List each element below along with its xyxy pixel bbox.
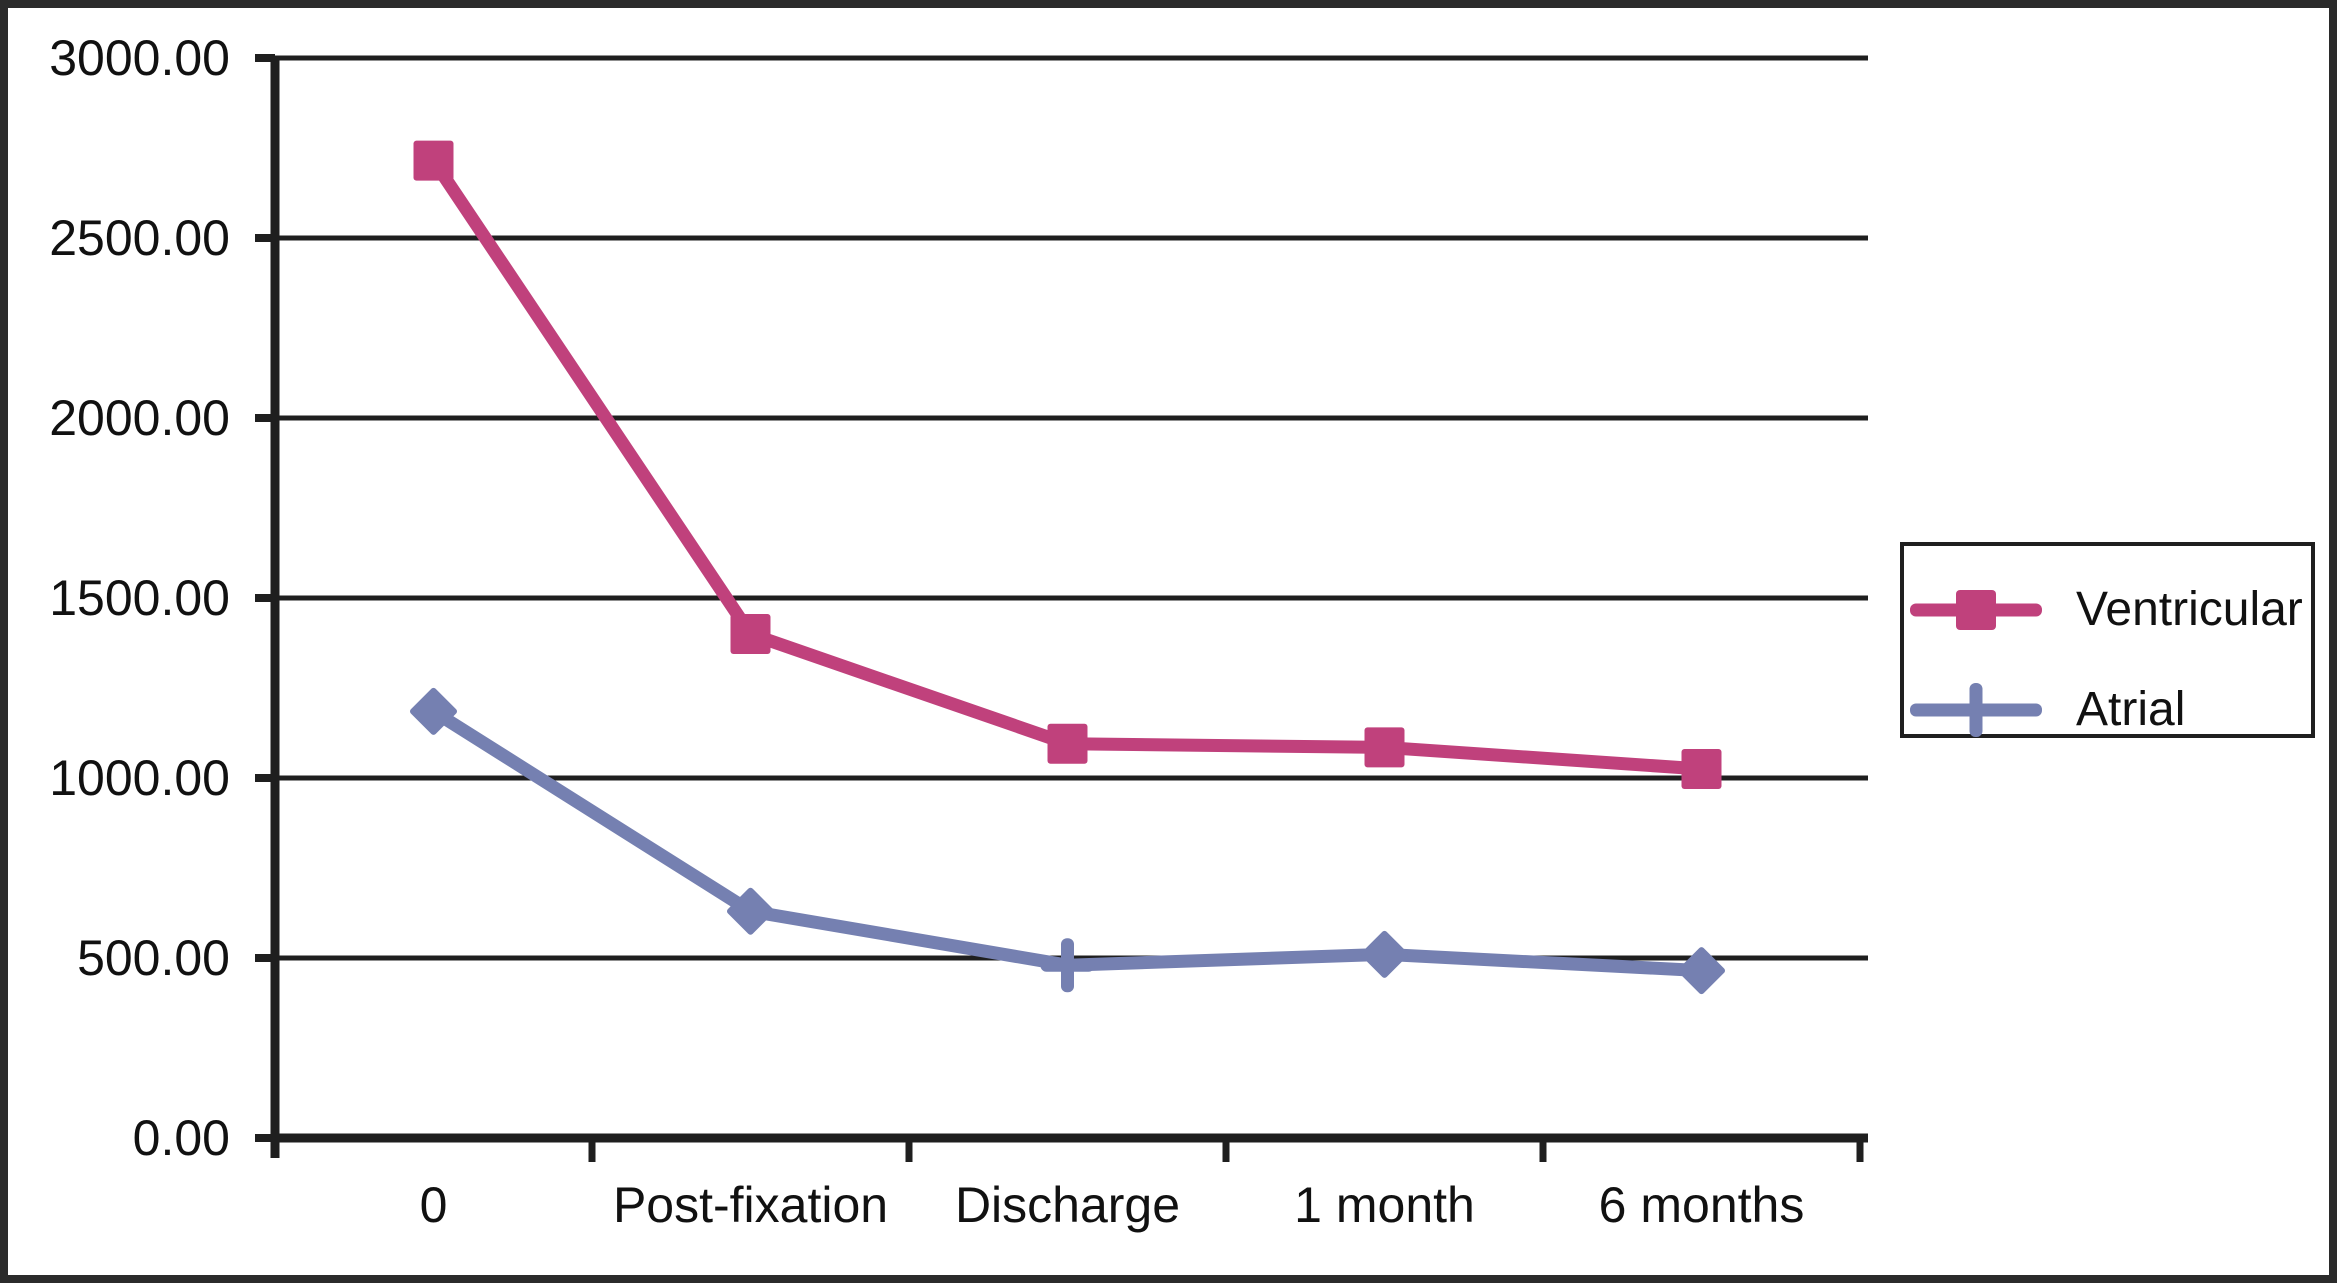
y-tick-label: 1500.00 — [49, 570, 230, 626]
plus-marker-icon — [1969, 683, 1983, 737]
atrial-plus-marker-icon — [1910, 678, 2042, 742]
diamond-marker-atrial — [726, 887, 775, 935]
legend: Ventricular Atrial — [1900, 542, 2315, 738]
ventricular-square-marker-icon — [1910, 578, 2042, 642]
x-tick-label: 1 month — [1294, 1177, 1475, 1233]
square-marker-ventricular — [730, 614, 771, 654]
square-marker-ventricular — [1681, 749, 1722, 789]
legend-label-atrial: Atrial — [2076, 683, 2186, 736]
y-tick-label: 0.00 — [133, 1110, 230, 1166]
y-tick-label: 2000.00 — [49, 390, 230, 446]
plus-marker-atrial — [1061, 938, 1074, 993]
square-marker-icon — [1956, 590, 1996, 630]
y-tick-label: 3000.00 — [49, 30, 230, 86]
square-marker-ventricular — [413, 140, 454, 181]
diamond-marker-atrial — [1677, 947, 1726, 995]
x-tick-label: 0 — [420, 1177, 448, 1233]
diamond-marker-atrial — [1360, 930, 1409, 978]
legend-item-ventricular: Ventricular — [1910, 578, 2311, 642]
y-tick-label: 1000.00 — [49, 750, 230, 806]
diamond-marker-atrial — [409, 687, 458, 735]
legend-label-ventricular: Ventricular — [2076, 583, 2303, 636]
x-tick-label: 6 months — [1599, 1177, 1805, 1233]
series-line-ventricular — [427, 154, 1708, 776]
legend-item-atrial: Atrial — [1910, 678, 2311, 742]
square-marker-ventricular — [1364, 727, 1405, 768]
y-tick-label: 500.00 — [77, 930, 230, 986]
x-tick-label: Post-fixation — [613, 1177, 888, 1233]
y-tick-label: 2500.00 — [49, 210, 230, 266]
square-marker-ventricular — [1047, 723, 1088, 764]
x-tick-label: Discharge — [955, 1177, 1180, 1233]
line-chart: 0.00 500.00 1000.00 1500.00 2000.00 2500.00 30… — [49, 30, 1868, 1233]
